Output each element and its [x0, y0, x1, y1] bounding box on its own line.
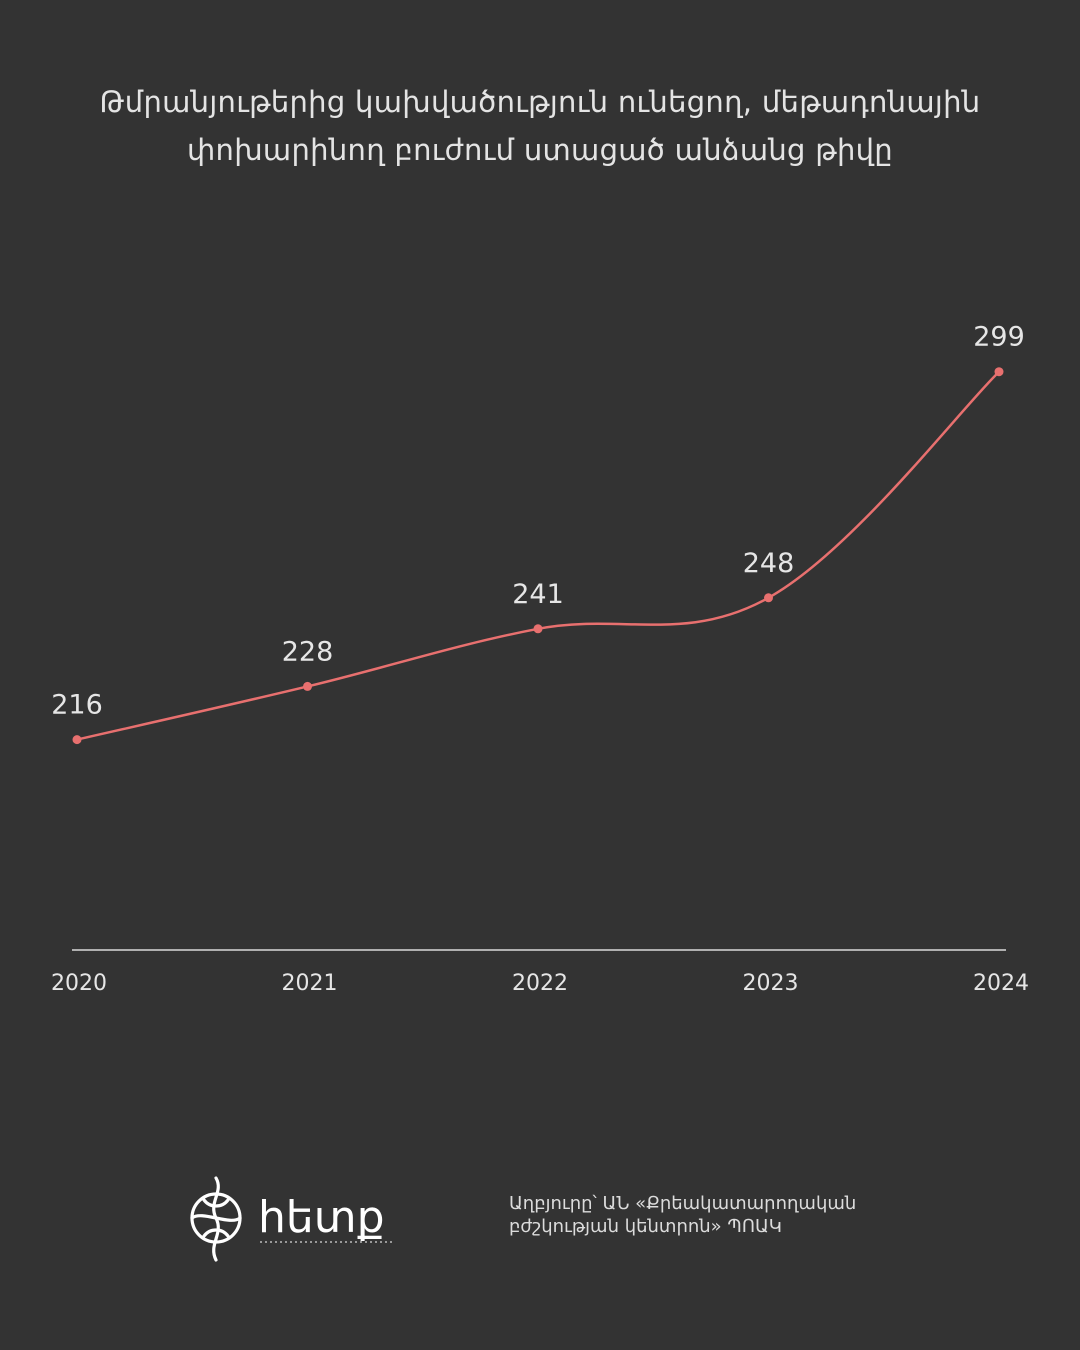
chart-title-line-2: փոխարինող բուժում ստացած անձանց թիվը — [186, 133, 893, 167]
x-tick-label-2023: 2023 — [743, 971, 799, 996]
source-line-1: Աղբյուրը՝ ԱՆ «Քրեակատարողական — [509, 1193, 857, 1214]
source-line-2: բժշկության կենտրոն» ՊՈԱԿ — [509, 1216, 782, 1237]
data-point-2024 — [994, 367, 1004, 377]
chart-title: Թմրանյութերից կախվածություն ունեցող, մեթ… — [40, 78, 1040, 174]
hetq-logo: հետք — [188, 1172, 403, 1264]
data-label-2023: 248 — [743, 548, 795, 579]
data-point-2022 — [533, 624, 543, 634]
data-label-2024: 299 — [973, 322, 1025, 353]
line-chart: 216 228 241 248 299 2020 2021 2022 2023 2024 — [51, 322, 1029, 996]
data-label-2021: 228 — [282, 636, 334, 667]
x-tick-label-2020: 2020 — [51, 971, 107, 996]
x-tick-labels: 2020 2021 2022 2023 2024 — [51, 971, 1029, 996]
data-point-2021 — [303, 681, 312, 691]
data-label-2020: 216 — [51, 690, 103, 721]
data-points — [72, 367, 1004, 745]
chart-title-line-1: Թմրանյութերից կախվածություն ունեցող, մեթ… — [99, 85, 981, 119]
series-line — [76, 370, 1000, 741]
x-tick-label-2024: 2024 — [973, 971, 1029, 996]
x-tick-label-2021: 2021 — [282, 971, 338, 996]
data-labels: 216 228 241 248 299 — [51, 322, 1025, 721]
x-tick-label-2022: 2022 — [512, 971, 568, 996]
data-label-2022: 241 — [512, 579, 564, 610]
source-note: Աղբյուրը՝ ԱՆ «Քրեակատարողական բժշկության… — [509, 1192, 856, 1238]
hetq-emblem-icon: հետք — [190, 1176, 393, 1262]
data-point-2023 — [764, 593, 773, 603]
data-point-2020 — [72, 735, 82, 745]
logo-wordmark: հետք — [258, 1192, 385, 1243]
